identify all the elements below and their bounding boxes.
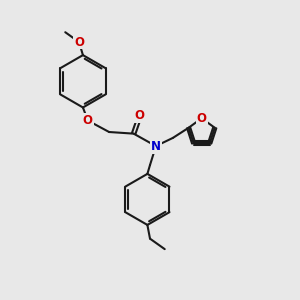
Text: O: O: [74, 35, 84, 49]
Text: N: N: [151, 140, 161, 153]
Text: O: O: [83, 114, 93, 127]
Text: O: O: [134, 110, 145, 122]
Text: O: O: [197, 112, 207, 125]
